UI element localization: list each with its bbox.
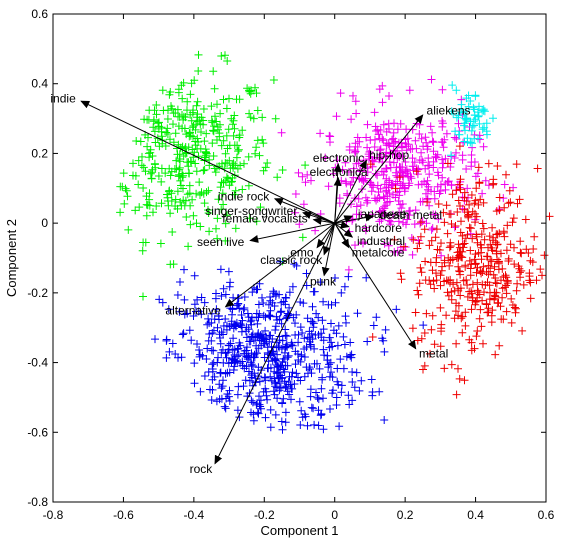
scatter-points <box>447 81 497 160</box>
vector-label: electronica <box>310 165 368 179</box>
x-tick-label: -0.2 <box>254 508 275 522</box>
vector-label: electronic <box>313 151 364 165</box>
x-tick-label: -0.6 <box>113 508 134 522</box>
vector-label: metalcore <box>352 246 405 260</box>
vector-label: seen live <box>197 235 245 249</box>
x-tick-label: 0.2 <box>397 508 414 522</box>
x-tick-label: 0.4 <box>467 508 484 522</box>
vector-arrow <box>316 222 336 249</box>
y-tick-label: 0 <box>41 216 48 230</box>
vector-label: hardcore <box>355 221 403 235</box>
vector-arrow <box>273 198 335 224</box>
y-tick-label: -0.2 <box>27 286 48 300</box>
vector-arrow <box>333 176 342 224</box>
y-tick-label: 0.2 <box>31 146 48 160</box>
x-tick-label: -0.4 <box>184 508 205 522</box>
vector-arrow <box>334 215 354 224</box>
vector-label: hip-hop <box>369 148 409 162</box>
vector-arrow <box>80 100 335 224</box>
vector-label: classic rock <box>260 253 323 267</box>
vector-arrow <box>334 114 424 224</box>
scatter-points <box>366 142 554 399</box>
plot-frame <box>52 13 547 503</box>
vector-arrow <box>334 222 354 238</box>
y-tick-label: 0.6 <box>31 7 48 21</box>
vector-label: punk <box>310 274 337 288</box>
vector-arrow <box>249 222 335 243</box>
vector-label: rock <box>190 462 214 476</box>
scatter-points <box>151 257 428 434</box>
vector-label: metal <box>419 347 448 361</box>
vector-arrow <box>214 222 336 465</box>
vector-label: alternative <box>165 303 221 317</box>
series-2-points <box>277 75 518 274</box>
x-axis-label: Component 1 <box>260 523 338 538</box>
vector-arrow <box>321 223 336 277</box>
series-3-points <box>366 142 554 399</box>
y-tick-label: -0.6 <box>27 425 48 439</box>
series-4-points <box>447 81 497 160</box>
vector-arrow <box>334 222 417 350</box>
y-tick-label: 0.4 <box>31 77 48 91</box>
vector-arrow <box>334 220 350 229</box>
ticks-layer: -0.8 -0.6 -0.4 -0.2 0 0.2 0.4 0.6 -0.8 -0.6 -0.4 -0… <box>27 7 554 522</box>
scatter-points <box>277 75 518 274</box>
points-layer <box>116 50 554 434</box>
vector-label: industrial <box>357 234 405 248</box>
y-tick-label: -0.4 <box>27 356 48 370</box>
vector-arrow <box>322 222 336 256</box>
series-1-points <box>151 257 428 434</box>
x-tick-label: 0.6 <box>538 508 555 522</box>
vector-label: indie <box>50 92 76 106</box>
y-axis-label: Component 2 <box>4 219 19 297</box>
x-tick-label: -0.8 <box>43 508 64 522</box>
vector-label: emo <box>290 245 314 259</box>
vector-arrow <box>334 159 367 224</box>
vector-label: indie rock <box>218 189 270 203</box>
x-tick-label: 0 <box>331 508 338 522</box>
vector-label: death metal <box>379 208 442 222</box>
y-tick-label: -0.8 <box>27 495 48 509</box>
vector-label: female vocalists <box>222 212 307 226</box>
vectors-layer: indie rock alternative seen live indie rocks… <box>50 92 470 476</box>
vector-label: singer-songwriter <box>205 204 297 218</box>
vector-label: aliekens <box>427 103 471 117</box>
vector-arrow <box>224 222 336 308</box>
vector-arrow <box>312 217 335 225</box>
